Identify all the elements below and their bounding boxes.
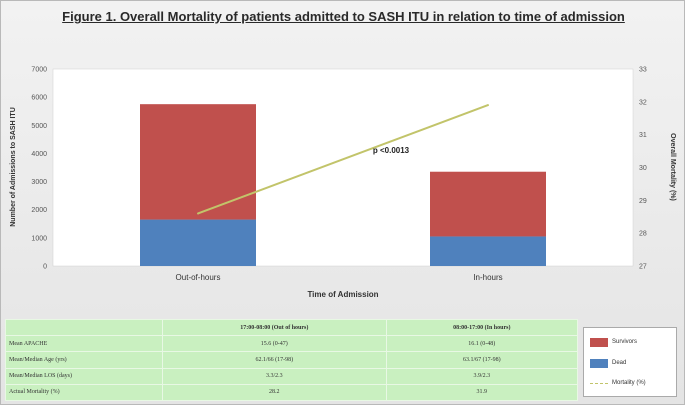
mortality-line	[197, 104, 489, 215]
y-tick-label-right: 32	[639, 99, 647, 106]
table-row: Mean APACHE 15.6 (0-47) 16.1 (0-48)	[5, 334, 579, 353]
y-tick-label-right: 29	[639, 198, 647, 205]
y-tick-label-right: 30	[639, 165, 647, 172]
y-tick-label-left: 3000	[31, 179, 47, 186]
row-label: Mean APACHE	[5, 334, 163, 353]
table-cell: 63.1/67 (17-98)	[385, 351, 579, 369]
row-label: Mean/Median Age (yrs)	[5, 351, 163, 369]
x-tick-label: In-hours	[473, 273, 502, 282]
stats-table: 17:00-08:00 (Out of hours) 08:00-17:00 (…	[5, 319, 579, 402]
mortality-point	[487, 104, 489, 107]
legend-label: Survivors	[612, 339, 638, 345]
table-header-row: 17:00-08:00 (Out of hours) 08:00-17:00 (…	[5, 319, 579, 336]
legend-swatch	[590, 337, 608, 347]
legend-line-swatch	[590, 382, 608, 384]
table-cell: 16.1 (0-48)	[385, 334, 579, 353]
row-label: Actual Mortality (%)	[5, 383, 163, 402]
table-cell: 15.6 (0-47)	[162, 334, 387, 353]
table-row: Mean/Median Age (yrs) 62.1/66 (17-98) 63…	[5, 351, 579, 369]
table-row: Actual Mortality (%) 28.2 31.9	[5, 383, 579, 402]
table-cell: 62.1/66 (17-98)	[162, 351, 387, 369]
table-cell: 31.9	[385, 383, 579, 402]
bar-survivors-0	[140, 104, 256, 220]
legend-item-mortality: Mortality (%)	[590, 378, 646, 388]
x-tick-label: Out-of-hours	[176, 273, 221, 282]
y-tick-label-left: 4000	[31, 151, 47, 158]
table-header: 17:00-08:00 (Out of hours)	[162, 319, 387, 336]
y-axis-label-right: Overall Mortality (%)	[669, 133, 676, 201]
table-cell: 28.2	[162, 383, 387, 402]
y-tick-label-right: 28	[639, 231, 647, 238]
bar-survivors-1	[430, 171, 546, 237]
y-axis-label-left: Number of Admissions to SASH ITU	[10, 107, 17, 227]
mortality-point	[197, 212, 199, 215]
y-tick-label-left: 2000	[31, 207, 47, 214]
y-tick-label-left: 6000	[31, 95, 47, 102]
legend-label: Mortality (%)	[612, 380, 646, 386]
y-tick-label-left: 1000	[31, 235, 47, 242]
bar-dead-1	[430, 236, 546, 266]
p-value-annotation: p <0.0013	[373, 146, 410, 155]
bar-dead-0	[140, 219, 256, 266]
legend-swatch	[590, 358, 608, 368]
table-cell: 3.9/2.3	[385, 367, 579, 385]
chart-title: Figure 1. Overall Mortality of patients …	[62, 9, 625, 24]
legend-label: Dead	[612, 360, 627, 366]
y-tick-label-right: 27	[639, 264, 647, 271]
table-header: 08:00-17:00 (In hours)	[385, 319, 579, 336]
y-tick-label-left: 7000	[31, 67, 47, 74]
table-row: Mean/Median LOS (days) 3.3/2.3 3.9/2.3	[5, 367, 579, 385]
table-header	[5, 319, 163, 336]
row-label: Mean/Median LOS (days)	[5, 367, 163, 385]
chart-legend: Survivors Dead Mortality (%)	[583, 327, 677, 397]
legend-item-dead: Dead	[590, 358, 626, 368]
x-axis-label: Time of Admission	[307, 290, 378, 299]
legend-item-survivors: Survivors	[590, 337, 637, 347]
y-tick-label-right: 33	[639, 67, 647, 74]
y-tick-label-left: 5000	[31, 123, 47, 130]
chart: 0 1000 2000 3000 4000 5000 6000 7000 27 28 29 30 31…	[10, 67, 676, 300]
table-cell: 3.3/2.3	[162, 367, 387, 385]
y-tick-label-left: 0	[43, 264, 47, 271]
y-tick-label-right: 31	[639, 132, 647, 139]
